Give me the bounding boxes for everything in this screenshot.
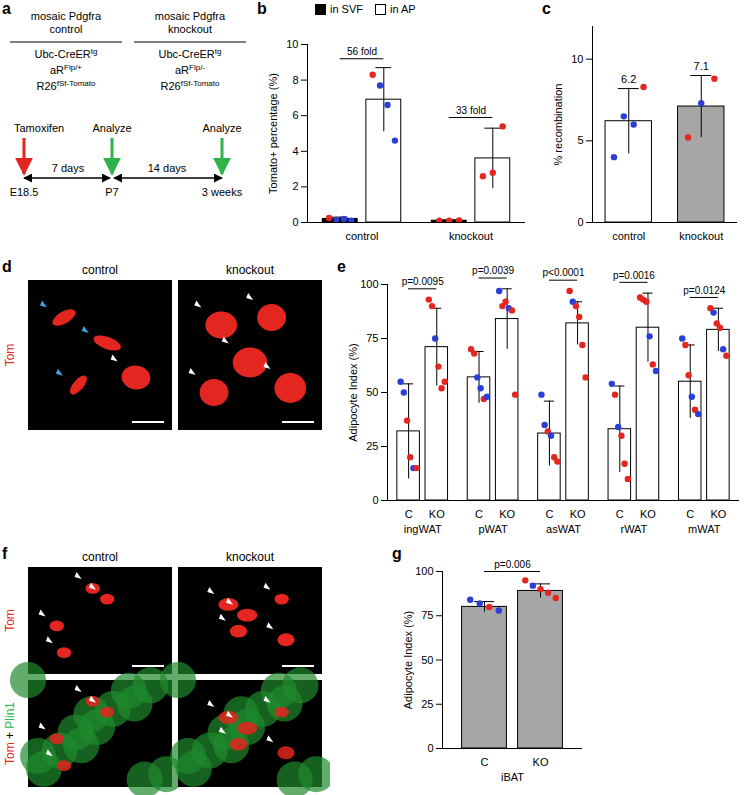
svg-text:control: control — [82, 550, 118, 564]
svg-text:knockout: knockout — [226, 550, 275, 564]
svg-text:Tom: Tom — [3, 344, 17, 367]
svg-text:aRFlp/-: aRFlp/- — [175, 63, 205, 76]
svg-text:C: C — [616, 508, 624, 520]
svg-text:5: 5 — [577, 134, 583, 146]
svg-text:C: C — [686, 508, 694, 520]
svg-text:control: control — [82, 263, 118, 277]
svg-text:R26fSf-Tomato: R26fSf-Tomato — [37, 79, 96, 92]
svg-text:knockout: knockout — [168, 23, 212, 35]
svg-text:C: C — [545, 508, 553, 520]
svg-text:C: C — [481, 756, 489, 768]
svg-text:33 fold: 33 fold — [456, 105, 486, 116]
svg-text:4: 4 — [292, 145, 298, 157]
svg-text:control: control — [345, 230, 378, 242]
svg-text:% recombination: % recombination — [552, 84, 564, 166]
svg-text:p=0.0039: p=0.0039 — [472, 265, 514, 276]
svg-text:6.2: 6.2 — [621, 73, 636, 85]
svg-text:100: 100 — [360, 278, 378, 290]
svg-text:mosaic Pdgfra: mosaic Pdgfra — [31, 10, 102, 22]
svg-text:control: control — [49, 23, 82, 35]
html-text:f: f — [2, 545, 8, 562]
svg-text:mosaic Pdgfra: mosaic Pdgfra — [155, 10, 226, 22]
svg-text:Adipocyte Index (%): Adipocyte Index (%) — [347, 343, 359, 441]
svg-text:E18.5: E18.5 — [10, 186, 39, 198]
svg-text:Ubc-CreERtg: Ubc-CreERtg — [35, 47, 98, 60]
svg-text:C: C — [405, 508, 413, 520]
html-text:c: c — [542, 0, 551, 17]
svg-text:aRFlp/+: aRFlp/+ — [50, 63, 82, 76]
svg-text:Tom + Plin1: Tom + Plin1 — [3, 702, 17, 765]
svg-text:knockout: knockout — [449, 230, 493, 242]
svg-text:25: 25 — [366, 440, 378, 452]
svg-text:p=0.0016: p=0.0016 — [613, 270, 655, 281]
html-text:in SVF: in SVF — [330, 2, 363, 15]
svg-text:0: 0 — [577, 216, 583, 228]
svg-text:Adipocyte Index (%): Adipocyte Index (%) — [402, 611, 414, 709]
svg-text:10: 10 — [571, 53, 583, 65]
svg-text:Tomato+ percentage (%): Tomato+ percentage (%) — [267, 73, 279, 194]
svg-text:10: 10 — [286, 38, 298, 50]
svg-text:Analyze: Analyze — [92, 122, 131, 134]
svg-text:Ubc-CreERtg: Ubc-CreERtg — [159, 47, 222, 60]
svg-text:KO: KO — [710, 508, 726, 520]
svg-text:50: 50 — [366, 386, 378, 398]
svg-text:KO: KO — [533, 756, 549, 768]
svg-text:rWAT: rWAT — [620, 523, 647, 535]
svg-text:6: 6 — [292, 109, 298, 121]
svg-text:asWAT: asWAT — [546, 523, 581, 535]
svg-text:iBAT: iBAT — [501, 771, 524, 783]
svg-text:75: 75 — [421, 609, 433, 621]
svg-text:7.1: 7.1 — [694, 60, 709, 72]
svg-text:50: 50 — [421, 654, 433, 666]
svg-text:2: 2 — [292, 180, 298, 192]
html-text:g: g — [392, 545, 402, 562]
svg-text:p=0.006: p=0.006 — [494, 559, 531, 570]
svg-text:75: 75 — [366, 332, 378, 344]
svg-text:0: 0 — [292, 216, 298, 228]
svg-text:Analyze: Analyze — [202, 122, 241, 134]
svg-text:ingWAT: ingWAT — [404, 523, 442, 535]
html-text:in AP: in AP — [390, 2, 416, 15]
svg-text:25: 25 — [421, 698, 433, 710]
svg-text:Tom: Tom — [3, 609, 17, 632]
svg-text:8: 8 — [292, 74, 298, 86]
html-text:a: a — [2, 0, 11, 17]
svg-text:56 fold: 56 fold — [347, 46, 377, 57]
svg-text:p=0.0095: p=0.0095 — [402, 276, 444, 287]
html-text:b: b — [257, 0, 267, 17]
svg-text:7 days: 7 days — [52, 162, 85, 174]
svg-text:P7: P7 — [105, 186, 118, 198]
svg-text:KO: KO — [429, 508, 445, 520]
svg-text:p<0.0001: p<0.0001 — [543, 267, 585, 278]
svg-text:100: 100 — [415, 565, 433, 577]
svg-text:14 days: 14 days — [148, 162, 187, 174]
svg-text:KO: KO — [640, 508, 656, 520]
svg-text:3 weeks: 3 weeks — [202, 186, 243, 198]
svg-text:p=0.0124: p=0.0124 — [683, 285, 725, 296]
svg-text:control: control — [612, 230, 645, 242]
html-text:d: d — [2, 258, 12, 275]
svg-text:knockout: knockout — [679, 230, 723, 242]
svg-text:KO: KO — [499, 508, 515, 520]
svg-text:knockout: knockout — [226, 263, 275, 277]
svg-text:Tamoxifen: Tamoxifen — [14, 122, 64, 134]
svg-text:mWAT: mWAT — [688, 523, 721, 535]
svg-text:0: 0 — [372, 494, 378, 506]
svg-text:R26fSf-Tomato: R26fSf-Tomato — [161, 79, 220, 92]
svg-text:KO: KO — [570, 508, 586, 520]
html-text:e: e — [337, 258, 346, 275]
svg-text:C: C — [475, 508, 483, 520]
svg-text:pWAT: pWAT — [478, 523, 508, 535]
svg-text:0: 0 — [427, 742, 433, 754]
